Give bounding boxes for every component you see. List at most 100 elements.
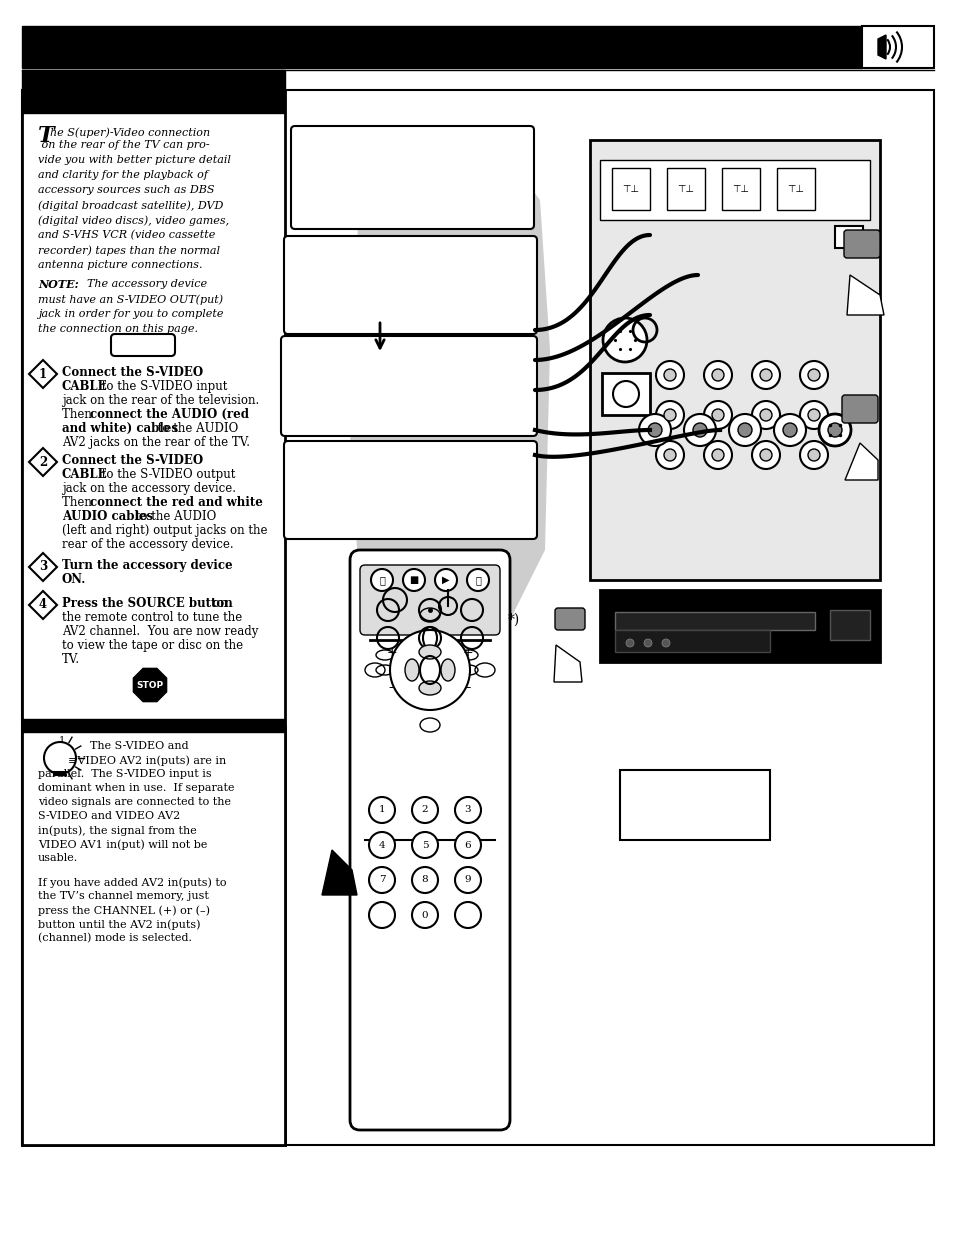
Circle shape [773, 414, 805, 446]
Circle shape [371, 569, 393, 592]
FancyBboxPatch shape [281, 336, 537, 436]
FancyBboxPatch shape [555, 608, 584, 630]
Text: Then: Then [62, 496, 95, 509]
Circle shape [369, 832, 395, 858]
Bar [601, 373, 649, 415]
Circle shape [782, 424, 796, 437]
Circle shape [807, 369, 820, 382]
Text: AV2 jacks on the rear of the TV.: AV2 jacks on the rear of the TV. [62, 436, 250, 450]
Circle shape [760, 369, 771, 382]
Circle shape [663, 409, 676, 421]
Text: The S-VIDEO and: The S-VIDEO and [90, 741, 189, 751]
Circle shape [760, 450, 771, 461]
Text: (left and right) output jacks on the: (left and right) output jacks on the [62, 524, 267, 537]
Bar [721, 168, 760, 210]
Circle shape [818, 414, 850, 446]
Ellipse shape [418, 645, 440, 659]
Text: button until the AV2 in(puts): button until the AV2 in(puts) [38, 919, 200, 930]
Bar [612, 168, 649, 210]
Text: AUDIO cables: AUDIO cables [62, 510, 153, 522]
Polygon shape [554, 645, 581, 682]
Text: VIDEO AV1 in(put) will not be: VIDEO AV1 in(put) will not be [38, 839, 207, 850]
Bar [829, 610, 869, 640]
Text: in(puts), the signal from the: in(puts), the signal from the [38, 825, 196, 836]
Circle shape [738, 424, 751, 437]
Text: 4: 4 [39, 599, 47, 611]
Text: rear of the accessory device.: rear of the accessory device. [62, 538, 233, 551]
Circle shape [656, 441, 683, 469]
Circle shape [390, 630, 470, 710]
FancyBboxPatch shape [843, 230, 879, 258]
Circle shape [455, 902, 480, 927]
Circle shape [643, 638, 651, 647]
Circle shape [455, 832, 480, 858]
Circle shape [647, 424, 661, 437]
Polygon shape [29, 592, 57, 619]
Text: 2: 2 [39, 456, 47, 468]
Ellipse shape [405, 659, 418, 680]
Text: Connect the S-VIDEO: Connect the S-VIDEO [62, 454, 203, 467]
Text: ▶: ▶ [442, 576, 449, 585]
Text: dominant when in use.  If separate: dominant when in use. If separate [38, 783, 234, 793]
Circle shape [692, 424, 706, 437]
Bar [22, 726, 285, 1145]
Text: ⊤⊥: ⊤⊥ [677, 184, 694, 194]
Circle shape [412, 832, 437, 858]
Polygon shape [29, 448, 57, 475]
Text: and clarity for the playback of: and clarity for the playback of [38, 170, 208, 180]
Text: the remote control to tune the: the remote control to tune the [62, 611, 242, 624]
Text: STOP: STOP [136, 680, 163, 689]
Bar [589, 140, 879, 580]
Text: to the AUDIO: to the AUDIO [153, 422, 238, 435]
Circle shape [751, 361, 780, 389]
Text: ■: ■ [409, 576, 418, 585]
Circle shape [800, 401, 827, 429]
Circle shape [656, 361, 683, 389]
Text: 4: 4 [378, 841, 385, 850]
Bar [22, 90, 285, 1145]
Circle shape [455, 797, 480, 823]
Polygon shape [29, 359, 57, 388]
Bar [619, 769, 769, 840]
Circle shape [369, 902, 395, 927]
Text: 1: 1 [378, 805, 385, 815]
Circle shape [663, 450, 676, 461]
Polygon shape [322, 850, 356, 895]
Text: video signals are connected to the: video signals are connected to the [38, 797, 231, 806]
Text: CABLE: CABLE [62, 468, 108, 480]
Circle shape [800, 441, 827, 469]
Circle shape [613, 382, 639, 408]
Text: 3: 3 [464, 805, 471, 815]
Text: CABLE: CABLE [62, 380, 108, 393]
Text: 5: 5 [421, 841, 428, 850]
Polygon shape [844, 443, 877, 480]
Bar [22, 719, 285, 726]
Text: (channel) mode is selected.: (channel) mode is selected. [38, 932, 192, 944]
Text: S-VIDEO and VIDEO AV2: S-VIDEO and VIDEO AV2 [38, 811, 180, 821]
Text: 6: 6 [464, 841, 471, 850]
Text: 3: 3 [39, 561, 47, 573]
Ellipse shape [440, 659, 455, 680]
Text: on: on [209, 597, 227, 610]
Text: 1: 1 [59, 736, 65, 745]
Text: usable.: usable. [38, 853, 78, 863]
Circle shape [467, 569, 489, 592]
Bar [599, 161, 869, 220]
Text: and white) cables: and white) cables [62, 422, 178, 435]
Circle shape [369, 867, 395, 893]
Text: the connection on this page.: the connection on this page. [38, 324, 198, 333]
Circle shape [455, 867, 480, 893]
Text: If you have added AV2 in(puts) to: If you have added AV2 in(puts) to [38, 877, 226, 888]
Text: connect the AUDIO (red: connect the AUDIO (red [90, 408, 249, 421]
Circle shape [703, 401, 731, 429]
Circle shape [711, 450, 723, 461]
Text: and S-VHS VCR (video cassette: and S-VHS VCR (video cassette [38, 230, 215, 241]
Circle shape [711, 409, 723, 421]
FancyBboxPatch shape [284, 441, 537, 538]
Bar [22, 90, 933, 1145]
Circle shape [827, 424, 841, 437]
Text: connect the red and white: connect the red and white [90, 496, 263, 509]
FancyBboxPatch shape [350, 550, 510, 1130]
Text: recorder) tapes than the normal: recorder) tapes than the normal [38, 245, 220, 256]
Text: the TV’s channel memory, just: the TV’s channel memory, just [38, 890, 209, 902]
